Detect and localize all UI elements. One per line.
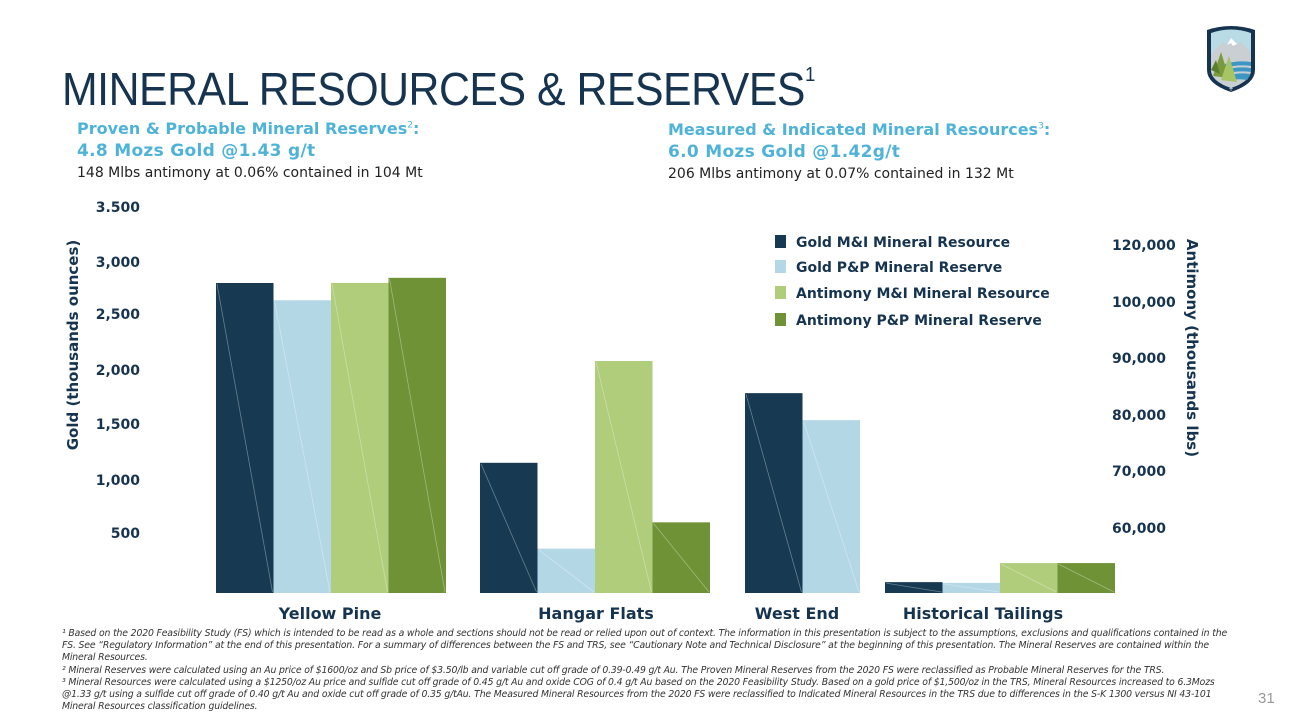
bar-highlight-line [538, 549, 595, 593]
legend[interactable]: Gold M&I Mineral Resource Gold P&P Minera… [775, 235, 1050, 329]
legend-label: Gold M&I Mineral Resource [796, 235, 1010, 251]
resources-heading: Measured & Indicated Mineral Resources3: [668, 120, 1050, 139]
legend-item[interactable]: Antimony M&I Mineral Resource [775, 286, 1050, 302]
legend-label: Antimony P&P Mineral Reserve [796, 313, 1042, 329]
left-axis-label: Gold (thousands ounces) [64, 240, 82, 451]
reserves-heading-text: Proven & Probable Mineral Reserves [77, 119, 408, 138]
footnote-3: ³ Mineral Resources were calculated usin… [62, 676, 1215, 713]
page-title-text: MINERAL RESOURCES & RESERVES [62, 63, 805, 115]
bar-highlight-line [331, 283, 388, 593]
page-title: MINERAL RESOURCES & RESERVES1 [62, 62, 815, 116]
category-label: Hangar Flats [538, 604, 654, 623]
resources-heading-text: Measured & Indicated Mineral Resources [668, 120, 1039, 139]
bar-antimony-m-i-mineral-resource-hangar-flats [595, 361, 653, 593]
right-axis-tick-label: 60,000 [1112, 521, 1166, 537]
legend-swatch [775, 313, 786, 326]
bar-gold-p-p-mineral-reserve-west-end [802, 420, 860, 593]
legend-swatch [775, 235, 786, 248]
reserves-heading-colon: : [412, 119, 420, 138]
bar-highlight-line [1058, 563, 1115, 593]
resources-footnote-marker: 3 [1038, 121, 1044, 132]
left-axis-ticks: 3.500 3,000 2,500 2,000 1,500 1,000 500 [96, 200, 141, 542]
legend-swatch [775, 286, 786, 299]
bar-highlight-line [1000, 563, 1057, 593]
bar-highlight-line [389, 278, 446, 593]
bar-gold-m-i-mineral-resource-hangar-flats [480, 462, 538, 593]
left-axis-tick-label: 3,000 [96, 255, 141, 271]
right-axis-tick-label: 90,000 [1112, 351, 1166, 367]
bar-highlight-line [480, 463, 537, 593]
right-axis-tick-label: 120,000 [1112, 238, 1176, 254]
legend-item[interactable]: Antimony P&P Mineral Reserve [775, 313, 1042, 329]
bar-highlight-line [803, 421, 860, 593]
bar-gold-p-p-mineral-reserve-hangar-flats [537, 548, 595, 593]
right-axis-tick-label: 100,000 [1112, 295, 1176, 311]
reserves-heading: Proven & Probable Mineral Reserves2: [77, 119, 423, 138]
bar-antimony-m-i-mineral-resource-yellow-pine [331, 282, 389, 593]
legend-item[interactable]: Gold M&I Mineral Resource [775, 235, 1010, 251]
category-label: Yellow Pine [278, 604, 382, 623]
category-labels: Yellow Pine Hangar Flats West End Historica… [278, 604, 1063, 623]
left-axis-tick-label: 1,500 [96, 417, 141, 433]
left-axis-tick-label: 1,000 [96, 473, 141, 489]
bar-highlight-line [274, 301, 331, 593]
footnote-2: ² Mineral Reserves were calculated using… [62, 664, 1165, 676]
right-axis-tick-label: 80,000 [1112, 408, 1166, 424]
legend-label: Antimony M&I Mineral Resource [796, 286, 1050, 302]
bar-gold-m-i-mineral-resource-west-end [745, 393, 803, 593]
bar-gold-p-p-mineral-reserve-historical-tailings [942, 582, 1000, 593]
bar-highlight-line [653, 523, 710, 593]
page-number: 31 [1258, 690, 1275, 707]
bar-highlight-line [745, 394, 802, 593]
reserves-detail: 148 Mlbs antimony at 0.06% contained in … [77, 165, 423, 181]
footnotes: ¹ Based on the 2020 Feasibility Study (F… [62, 628, 1242, 713]
resources-heading-colon: : [1043, 120, 1051, 139]
bar-highlight-line [595, 361, 652, 593]
bar-highlight-line [216, 283, 273, 593]
right-axis-ticks: 120,000 100,000 90,000 80,000 70,000 60,000 [1112, 238, 1176, 537]
right-axis-label: Antimony (thousands lbs) [1183, 239, 1201, 457]
left-axis-tick-label: 2,000 [96, 363, 141, 379]
legend-item[interactable]: Gold P&P Mineral Reserve [775, 260, 1002, 276]
bar-chart: 3.500 3,000 2,500 2,000 1,500 1,000 500 120,00… [64, 200, 1201, 623]
category-label: Historical Tailings [903, 604, 1063, 623]
bar-antimony-m-i-mineral-resource-historical-tailings [1000, 563, 1058, 593]
bar-highlight-line [943, 583, 1000, 593]
title-footnote-marker: 1 [804, 64, 815, 86]
bar-gold-p-p-mineral-reserve-yellow-pine [273, 300, 331, 593]
reserves-headline: 4.8 Mozs Gold @1.43 g/t [77, 141, 316, 161]
legend-swatch [775, 260, 786, 273]
bar-highlight-line [885, 582, 942, 593]
left-axis-tick-label: 500 [111, 526, 140, 542]
resources-headline: 6.0 Mozs Gold @1.42g/t [668, 142, 901, 162]
bar-antimony-p-p-mineral-reserve-yellow-pine [388, 277, 446, 593]
mountain-shield-logo-icon: + [1203, 24, 1259, 94]
footnote-1: ¹ Based on the 2020 Feasibility Study (F… [62, 628, 1228, 664]
resources-summary: Measured & Indicated Mineral Resources3:… [668, 120, 1050, 182]
reserves-footnote-marker: 2 [407, 120, 413, 131]
bar-gold-m-i-mineral-resource-yellow-pine [216, 282, 274, 593]
bar-antimony-p-p-mineral-reserve-historical-tailings [1057, 563, 1115, 593]
legend-label: Gold P&P Mineral Reserve [796, 260, 1002, 276]
bars [216, 277, 1115, 593]
left-axis-tick-label: 3.500 [96, 200, 141, 216]
category-label: West End [755, 604, 839, 623]
svg-text:+: + [1228, 86, 1233, 93]
bar-antimony-p-p-mineral-reserve-hangar-flats [652, 522, 710, 593]
left-axis-tick-label: 2,500 [96, 307, 141, 323]
resources-detail: 206 Mlbs antimony at 0.07% contained in … [668, 166, 1014, 182]
reserves-summary: Proven & Probable Mineral Reserves2: 4.8… [77, 119, 423, 181]
bar-gold-m-i-mineral-resource-historical-tailings [885, 582, 943, 593]
right-axis-tick-label: 70,000 [1112, 464, 1166, 480]
